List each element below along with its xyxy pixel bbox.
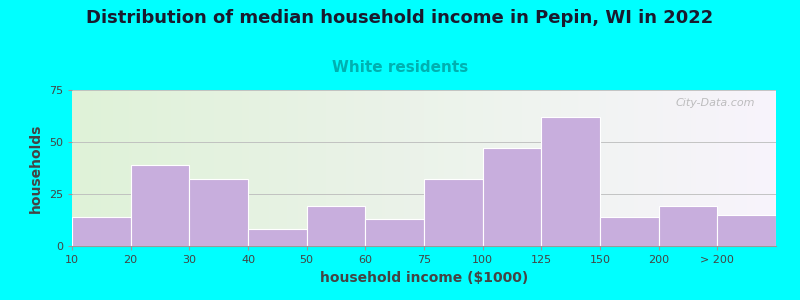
Text: White residents: White residents: [332, 60, 468, 75]
Bar: [482, 148, 542, 246]
Bar: [658, 206, 718, 246]
Bar: [424, 179, 482, 246]
Bar: [306, 206, 366, 246]
Bar: [72, 217, 130, 246]
Text: Distribution of median household income in Pepin, WI in 2022: Distribution of median household income …: [86, 9, 714, 27]
Y-axis label: households: households: [30, 123, 43, 213]
Bar: [190, 179, 248, 246]
X-axis label: household income ($1000): household income ($1000): [320, 271, 528, 285]
Bar: [248, 230, 306, 246]
Bar: [366, 219, 424, 246]
Bar: [130, 165, 190, 246]
Text: City-Data.com: City-Data.com: [675, 98, 755, 108]
Bar: [542, 117, 600, 246]
Bar: [600, 217, 658, 246]
Bar: [718, 215, 776, 246]
